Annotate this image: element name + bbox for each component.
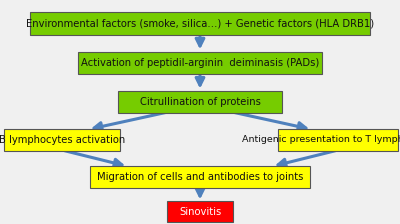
Text: Migration of cells and antibodies to joints: Migration of cells and antibodies to joi…	[97, 172, 303, 182]
FancyBboxPatch shape	[90, 166, 310, 188]
FancyBboxPatch shape	[118, 91, 282, 113]
Text: B lymphocytes activation: B lymphocytes activation	[0, 135, 125, 145]
FancyBboxPatch shape	[167, 201, 233, 222]
FancyBboxPatch shape	[78, 52, 322, 74]
FancyBboxPatch shape	[30, 12, 370, 35]
Text: Citrullination of proteins: Citrullination of proteins	[140, 97, 260, 107]
FancyBboxPatch shape	[278, 129, 398, 151]
Text: Environmental factors (smoke, silica…) + Genetic factors (HLA DRB1): Environmental factors (smoke, silica…) +…	[26, 19, 374, 28]
FancyBboxPatch shape	[4, 129, 120, 151]
Text: Sinovitis: Sinovitis	[179, 207, 221, 217]
Text: Activation of peptidil-arginin  deiminasis (PADs): Activation of peptidil-arginin deiminasi…	[81, 58, 319, 68]
Text: Antigenic presentation to T lymphocytes: Antigenic presentation to T lymphocytes	[242, 136, 400, 144]
